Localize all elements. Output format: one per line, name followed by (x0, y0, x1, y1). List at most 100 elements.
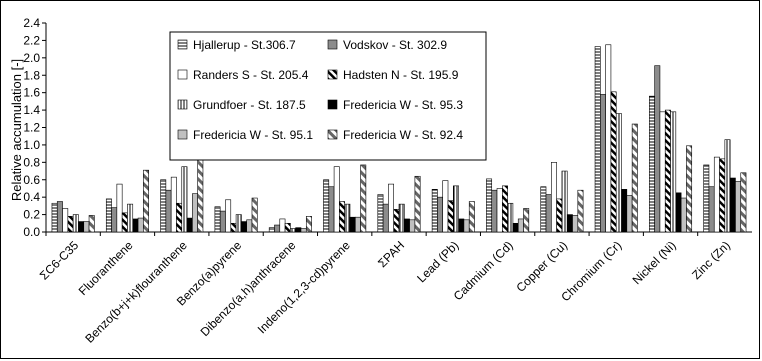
bar (300, 228, 307, 233)
bar (605, 44, 612, 233)
bar (279, 218, 286, 233)
bar (654, 65, 661, 233)
x-tick-label: Indeno(1,2,3-cd)pyrene (255, 238, 353, 336)
y-tick-label: 1.2 (23, 121, 40, 135)
bar (453, 185, 459, 233)
bar (219, 210, 226, 233)
bar (235, 214, 242, 233)
bar (377, 194, 384, 233)
bar (165, 189, 172, 233)
bar (468, 201, 475, 233)
bar (137, 217, 144, 233)
bar (631, 123, 638, 233)
bar (719, 158, 726, 233)
x-tick-label: Copper (Cu) (513, 238, 570, 295)
bar (545, 194, 552, 233)
legend-swatch (327, 129, 338, 140)
bar (225, 199, 232, 233)
x-tick-label: Lead (Pb) (414, 238, 461, 285)
bar (566, 214, 573, 233)
bar (686, 145, 693, 233)
bar (551, 162, 557, 233)
bar (491, 189, 498, 233)
x-tick-label: Dibenzo(a,h)anthracene (198, 238, 299, 339)
y-tick-label: 1.8 (23, 68, 40, 82)
bar (78, 221, 85, 233)
legend-entry: Fredericia W - St. 95.3 (343, 98, 463, 112)
bar (56, 201, 63, 233)
x-tick-label: ΣPAH (375, 238, 407, 270)
bar (382, 203, 389, 233)
x-tick-label: Nickel (Ni) (630, 238, 679, 287)
legend-entry: Hadsten N - St. 195.9 (343, 68, 459, 82)
legend-swatch (327, 69, 338, 80)
bar (305, 216, 312, 233)
bar (295, 227, 302, 233)
bar (523, 208, 530, 233)
bar (62, 208, 69, 233)
bar (403, 218, 410, 233)
bar (105, 198, 112, 233)
bar (176, 202, 183, 233)
y-tick-label: 1.6 (23, 86, 40, 100)
y-tick-label: 2.0 (23, 51, 40, 65)
bar (442, 180, 449, 233)
bar (268, 227, 275, 233)
y-tick-label: 1.4 (23, 103, 40, 117)
x-tick-labels: ΣC6-C35FluorantheneBenzo(b+j+k)flouranth… (37, 238, 733, 346)
bar (703, 164, 710, 233)
bar (181, 166, 188, 233)
bar (192, 193, 198, 233)
bar (72, 214, 79, 233)
bar (354, 216, 361, 233)
bar (170, 176, 177, 233)
bar (197, 156, 204, 233)
bar (160, 179, 167, 233)
bar (121, 212, 128, 233)
bar (111, 207, 118, 233)
legend-swatch (327, 39, 338, 50)
bar (680, 197, 687, 233)
bar (143, 169, 149, 233)
bar (116, 183, 123, 233)
bar (246, 219, 253, 233)
legend-swatch (177, 69, 188, 80)
bar (360, 164, 367, 233)
bars (51, 44, 747, 233)
legend-entry: Grundfoer - St. 187.5 (193, 98, 306, 112)
legend-entry: Fredericia W - St. 92.4 (343, 128, 463, 142)
legend: Hjallerup - St.306.7 Vodskov - St. 302.9 R… (169, 31, 487, 161)
bar (339, 201, 345, 233)
bar (708, 186, 715, 233)
bar (127, 203, 134, 233)
legend-swatch (327, 99, 338, 110)
bar (507, 202, 514, 233)
bar (274, 224, 281, 233)
y-tick-label: 2.4 (23, 16, 40, 30)
y-tick-label: 0.8 (23, 155, 40, 169)
bar (572, 215, 579, 233)
y-tick-label: 2.2 (23, 33, 40, 47)
legend-entry: Randers S - St. 205.4 (193, 68, 309, 82)
bar (540, 186, 547, 233)
bar (409, 219, 416, 233)
x-tick-label: Fluoranthene (76, 238, 136, 298)
bar (664, 109, 671, 233)
bar (649, 95, 655, 233)
bar (241, 221, 247, 233)
bar (463, 219, 470, 233)
bar (251, 197, 258, 233)
bar (615, 113, 622, 233)
bar (496, 188, 503, 233)
bar (388, 183, 394, 233)
legend-swatch (177, 129, 188, 140)
bar (458, 218, 465, 233)
bar (447, 200, 454, 233)
x-tick-label: Zinc (Zn) (689, 238, 733, 282)
legend-swatch (177, 39, 188, 50)
bar (729, 177, 736, 233)
bar (659, 111, 666, 233)
bar (486, 178, 493, 233)
legend-swatch (177, 99, 188, 110)
bar (437, 196, 444, 233)
